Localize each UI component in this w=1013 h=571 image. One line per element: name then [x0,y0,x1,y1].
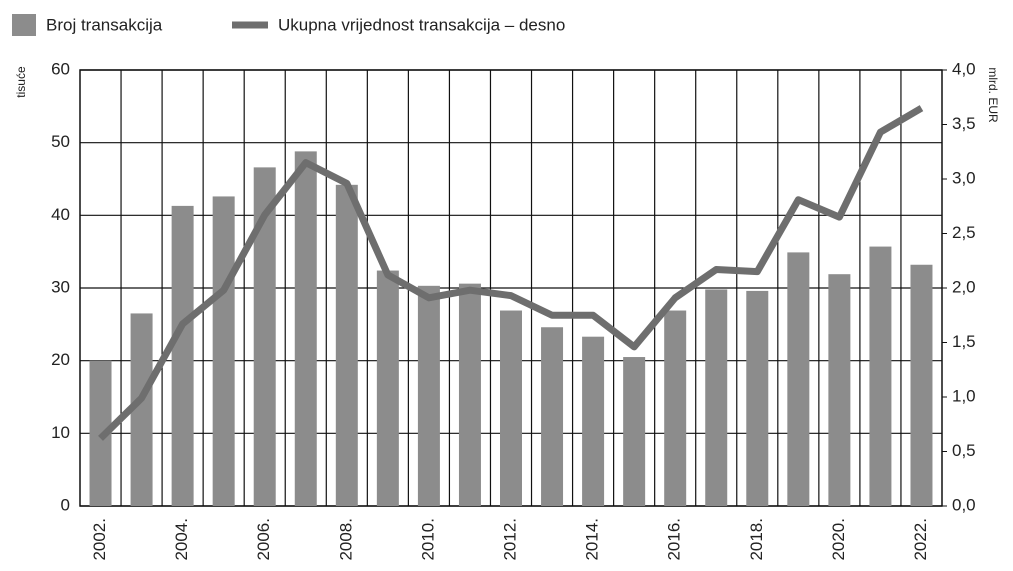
y2-tick-label: 2,0 [952,277,976,296]
x-tick-label: 2020. [829,518,848,561]
x-tick-label: 2014. [583,518,602,561]
y2-tick-label: 0,5 [952,441,976,460]
bar [335,184,358,506]
line [98,105,924,441]
y2-tick-label: 4,0 [952,59,976,78]
y2-tick-label: 3,0 [952,168,976,187]
x-tick-label: 2010. [418,518,437,561]
x-tick-label: 2004. [172,518,191,561]
bar [623,357,646,506]
y-axis-label: tisuće [14,66,28,98]
bar [458,283,481,506]
y2-tick-label: 3,5 [952,114,976,133]
x-tick-label: 2008. [336,518,355,561]
y-tick-label: 40 [51,205,70,224]
bar [500,310,522,506]
bar [787,252,810,506]
bar [417,285,440,506]
x-tick-label: 2016. [665,518,684,561]
y-tick-label: 20 [51,350,70,369]
bar [541,327,564,506]
x-tick-label: 2012. [500,518,519,561]
bar [294,151,317,507]
legend-swatch [12,14,36,36]
bar [171,205,194,507]
legend-label: Broj transakcija [46,15,163,34]
bar [582,336,605,506]
bar [130,313,153,506]
bar [828,274,851,506]
bar [746,290,769,506]
y-tick-label: 50 [51,132,70,151]
bar [376,270,399,506]
y2-tick-label: 0,0 [952,495,976,514]
bar [212,196,235,506]
bar [705,289,728,506]
y-tick-label: 10 [51,423,70,442]
y-tick-label: 0 [61,495,70,514]
y-tick-label: 60 [51,59,70,78]
y-tick-label: 30 [51,277,70,296]
x-tick-label: 2002. [90,518,109,561]
x-tick-label: 2018. [747,518,766,561]
bar [89,360,112,506]
bar [910,264,933,506]
bar [664,310,687,506]
y2-tick-label: 1,0 [952,386,976,405]
bar [253,167,276,506]
x-tick-label: 2006. [254,518,273,561]
y2-tick-label: 1,5 [952,332,976,351]
x-tick-label: 2022. [911,518,930,561]
legend-label: Ukupna vrijednost transakcija – desno [278,15,565,34]
bar [869,246,892,506]
y2-tick-label: 2,5 [952,223,976,242]
y2-axis-label: mlrd. EUR [986,67,1000,123]
